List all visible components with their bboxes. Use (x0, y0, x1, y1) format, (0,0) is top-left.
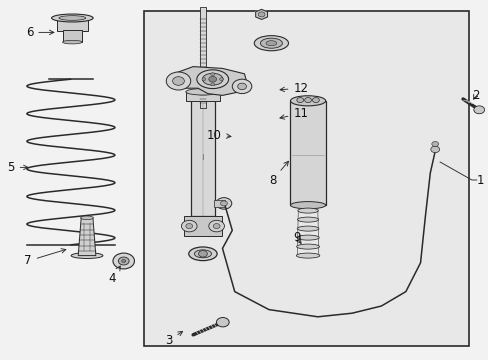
Bar (190, 94, 215, 216)
Circle shape (312, 98, 319, 103)
Ellipse shape (296, 244, 319, 249)
Circle shape (237, 83, 246, 90)
Ellipse shape (297, 208, 318, 213)
Bar (185, 92, 220, 101)
Circle shape (113, 253, 134, 269)
Circle shape (210, 83, 214, 86)
Ellipse shape (260, 38, 282, 48)
Ellipse shape (297, 217, 318, 222)
Text: 12: 12 (280, 82, 308, 95)
Circle shape (122, 260, 125, 262)
Circle shape (202, 78, 205, 81)
Circle shape (166, 72, 190, 90)
Polygon shape (78, 218, 96, 256)
Text: 3: 3 (165, 332, 182, 347)
Circle shape (172, 77, 184, 85)
Circle shape (210, 73, 214, 76)
Ellipse shape (71, 253, 102, 258)
Ellipse shape (194, 250, 211, 258)
Circle shape (216, 318, 229, 327)
Text: 11: 11 (280, 107, 308, 120)
Text: 9: 9 (293, 231, 301, 244)
Polygon shape (255, 9, 267, 19)
Circle shape (430, 146, 439, 153)
Bar (213, 200, 225, 207)
Text: 5: 5 (7, 161, 28, 174)
Circle shape (431, 141, 438, 147)
Ellipse shape (196, 70, 228, 89)
Circle shape (181, 220, 197, 232)
Text: 2: 2 (471, 89, 478, 102)
Polygon shape (173, 67, 246, 95)
Ellipse shape (265, 41, 276, 46)
Ellipse shape (296, 235, 319, 240)
Text: 4: 4 (108, 266, 120, 285)
Bar (199, 7, 206, 108)
Circle shape (216, 198, 231, 209)
Ellipse shape (51, 14, 93, 22)
Bar (144, 11, 468, 346)
Circle shape (208, 220, 224, 232)
Text: ı: ı (201, 152, 204, 162)
Bar (290, 101, 325, 205)
Ellipse shape (290, 202, 325, 209)
Circle shape (232, 79, 251, 94)
Bar (57, 17, 88, 31)
Ellipse shape (296, 253, 319, 258)
Circle shape (198, 251, 207, 257)
Circle shape (219, 78, 223, 81)
Circle shape (118, 257, 129, 265)
Ellipse shape (254, 36, 288, 51)
Ellipse shape (59, 16, 85, 21)
Circle shape (258, 12, 264, 17)
Ellipse shape (297, 226, 318, 231)
Circle shape (213, 224, 220, 229)
Text: 7: 7 (24, 249, 66, 267)
Circle shape (296, 98, 303, 103)
Circle shape (220, 201, 227, 206)
Circle shape (304, 98, 311, 103)
Text: 10: 10 (207, 129, 230, 141)
Ellipse shape (202, 73, 223, 85)
Ellipse shape (62, 40, 82, 44)
Ellipse shape (81, 216, 93, 220)
Bar (62, 30, 82, 42)
Circle shape (185, 224, 192, 229)
Circle shape (208, 76, 216, 82)
Text: 6: 6 (26, 26, 54, 39)
Ellipse shape (290, 96, 325, 106)
Ellipse shape (185, 89, 220, 95)
Ellipse shape (188, 247, 217, 261)
Text: 8: 8 (268, 161, 288, 186)
Text: 1: 1 (476, 174, 483, 186)
Bar (184, 216, 221, 236)
Circle shape (473, 106, 484, 114)
